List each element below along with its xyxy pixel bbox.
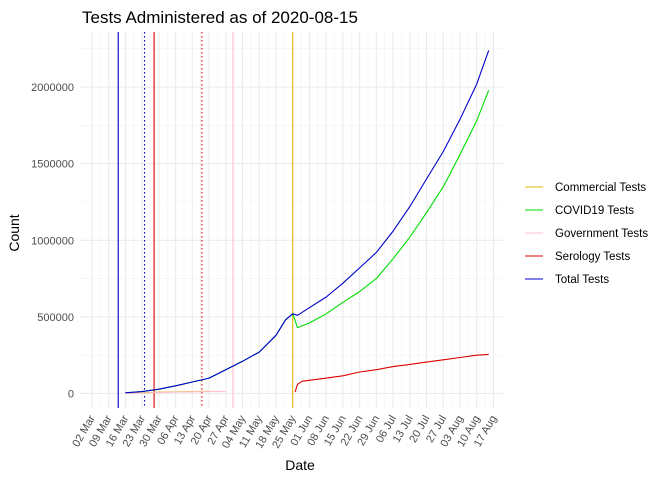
legend-label: Total Tests xyxy=(555,274,609,286)
y-tick-label: 500000 xyxy=(37,312,74,324)
y-axis-title: Count xyxy=(6,214,22,251)
legend-label: Serology Tests xyxy=(555,251,630,263)
y-axis-ticks: 0 500000 1000000 1500000 2000000 xyxy=(31,82,74,400)
legend-label: Commercial Tests xyxy=(555,182,646,194)
legend: Commercial Tests COVID19 Tests Government … xyxy=(525,182,648,286)
gridlines xyxy=(80,32,503,408)
y-tick-label: 2000000 xyxy=(31,82,74,94)
x-axis-title: Date xyxy=(285,457,315,473)
y-tick-label: 1000000 xyxy=(31,235,74,247)
series-line-government-tests xyxy=(125,390,226,395)
legend-label: COVID19 Tests xyxy=(555,205,634,217)
series-line-covid19-tests xyxy=(125,89,490,394)
series-lines xyxy=(125,50,490,395)
reference-lines xyxy=(117,32,294,408)
y-tick-label: 0 xyxy=(68,388,74,400)
legend-label: Government Tests xyxy=(555,228,648,240)
series-line-serology-tests xyxy=(294,353,489,393)
chart-title: Tests Administered as of 2020-08-15 xyxy=(82,8,358,27)
y-tick-label: 1500000 xyxy=(31,159,74,171)
series-line-total-tests xyxy=(125,50,490,394)
